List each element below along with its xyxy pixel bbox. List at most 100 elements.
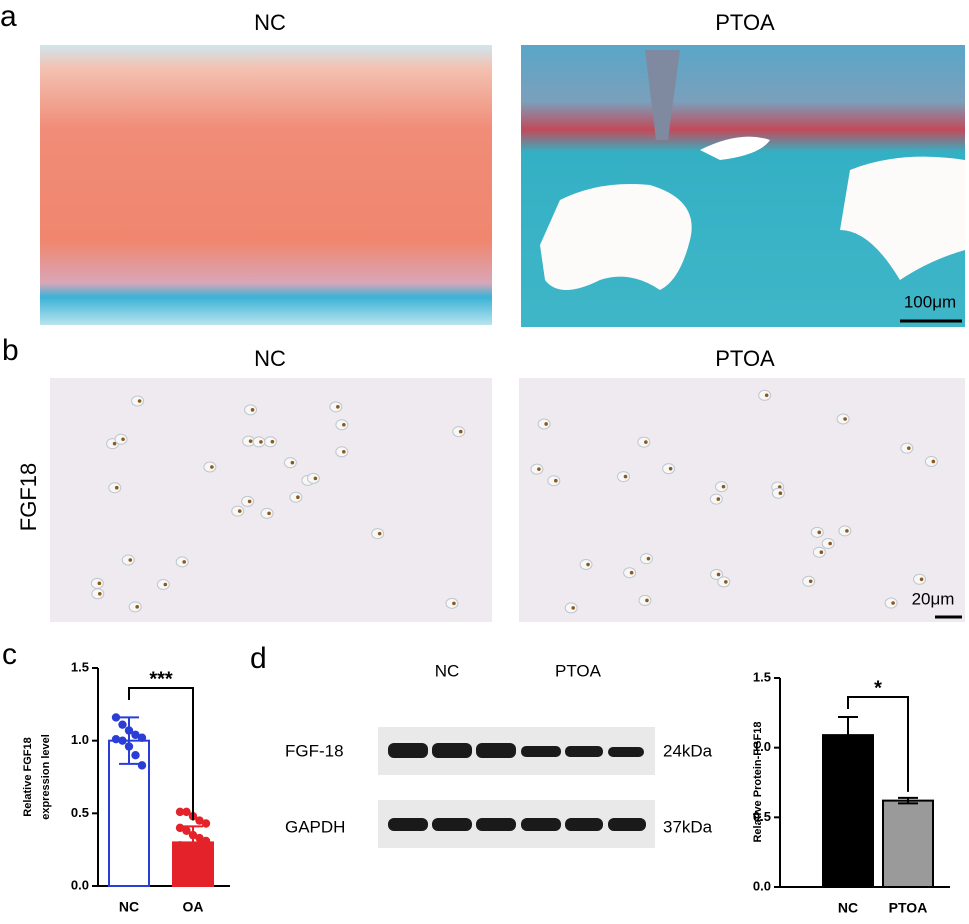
lane-group: PTOA [555, 661, 602, 680]
cell [156, 579, 170, 591]
data-point [182, 826, 191, 835]
error-bar [838, 716, 858, 755]
cell [821, 537, 835, 549]
cell-marks [90, 389, 938, 614]
stain [668, 466, 673, 471]
x-tick-label: NC [838, 900, 858, 916]
data-point [124, 726, 134, 735]
stain [828, 541, 832, 546]
cell [802, 575, 816, 587]
stain [586, 562, 590, 567]
stain [919, 577, 924, 582]
stain [270, 439, 275, 444]
y-tick-label: 1.5 [753, 669, 771, 684]
data-point [124, 742, 134, 751]
y-tick-label: 0.5 [753, 809, 771, 824]
stain [629, 570, 634, 575]
data-point [118, 736, 127, 745]
cell [662, 463, 676, 475]
cell [91, 588, 105, 600]
cell [231, 505, 245, 517]
image-title: PTOA [715, 10, 775, 35]
cell [445, 597, 459, 609]
data-point [137, 761, 147, 770]
stain [843, 417, 847, 421]
cell [638, 594, 652, 606]
data-point [201, 819, 211, 828]
stain [290, 460, 295, 465]
cell [283, 457, 297, 469]
y-tick-label: 1.5 [71, 659, 89, 674]
stain [721, 484, 726, 489]
stain [778, 491, 783, 495]
stain [135, 605, 139, 609]
stain [247, 499, 252, 504]
stain [646, 556, 651, 561]
data-point [175, 823, 185, 833]
data-point [175, 841, 185, 850]
data-point [175, 807, 185, 817]
bar [882, 799, 934, 889]
stain [808, 579, 813, 584]
y-tick-label: 0.0 [71, 877, 89, 892]
data-point [188, 830, 198, 840]
cell [812, 546, 826, 558]
stain [764, 393, 769, 398]
stain [554, 478, 558, 483]
stain [342, 449, 346, 454]
cell [306, 472, 320, 484]
stain [891, 601, 895, 605]
cell [810, 526, 824, 538]
scale-bar-label: 20μm [912, 589, 955, 608]
data-point [201, 836, 211, 846]
significance-bracket [847, 696, 909, 792]
panel-label: d [250, 642, 267, 675]
data-point [195, 816, 204, 825]
data-point [182, 807, 191, 817]
stain [716, 572, 721, 577]
stain [644, 440, 648, 444]
scale-bar-label: 100μm [904, 292, 956, 311]
cell [564, 602, 578, 614]
data-point [175, 864, 185, 873]
stain [819, 550, 824, 554]
data-point [195, 854, 204, 863]
protein-label: GAPDH [285, 817, 345, 836]
stain [452, 601, 456, 606]
stain [114, 485, 119, 490]
ihc-image [50, 378, 492, 622]
ihc-image [519, 378, 965, 622]
stain [137, 399, 142, 403]
cell [617, 471, 631, 483]
cell [639, 553, 653, 565]
stain [98, 591, 102, 596]
stain [210, 465, 214, 469]
stain [182, 560, 186, 564]
stain [259, 440, 263, 444]
data-point [131, 730, 140, 740]
significance-label: * [874, 677, 882, 699]
cell [203, 461, 217, 473]
cell [371, 528, 385, 540]
histology-image [40, 45, 492, 325]
stain [623, 474, 628, 479]
cell [579, 559, 593, 571]
data-point [188, 849, 198, 859]
blot-bands [388, 743, 646, 831]
stain [121, 437, 125, 442]
image-title: NC [254, 10, 286, 35]
cell [836, 413, 850, 425]
stain [716, 497, 721, 501]
cell [335, 446, 349, 458]
cell [537, 418, 551, 430]
cell [715, 481, 729, 493]
cell [329, 401, 343, 413]
cell [289, 491, 303, 503]
cell [90, 577, 104, 589]
stain [845, 529, 849, 533]
stain [237, 509, 242, 513]
stain [163, 582, 168, 587]
bar [822, 734, 874, 888]
y-tick-label: 0.0 [753, 878, 771, 893]
